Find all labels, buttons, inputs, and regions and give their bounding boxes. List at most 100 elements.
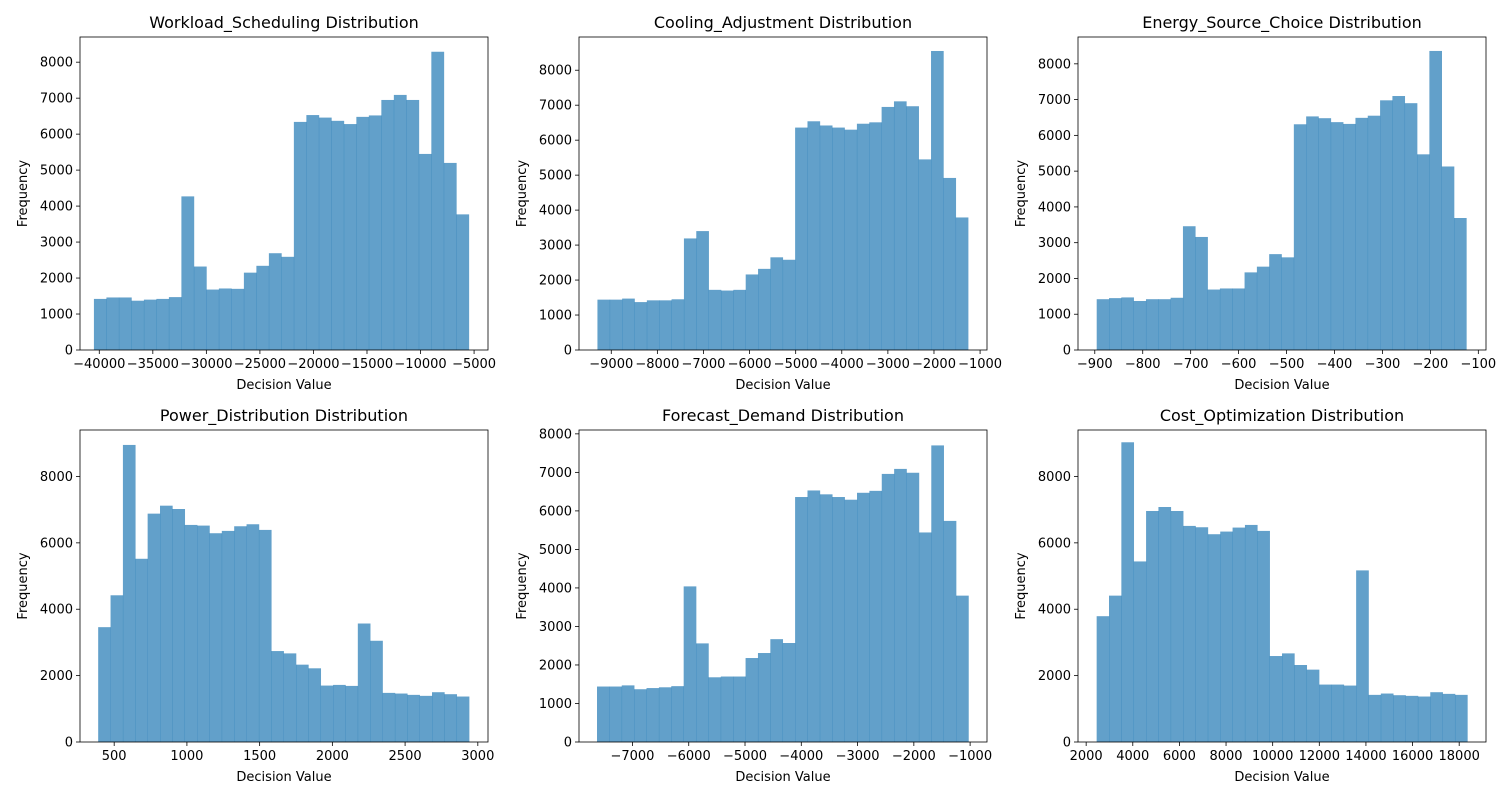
x-tick-label: 18000 <box>1439 749 1480 764</box>
histogram-bar <box>281 256 295 350</box>
histogram-bar <box>1133 300 1147 350</box>
y-tick-label: 4000 <box>539 581 572 596</box>
subplot-1: −40000 −35000 −30000 −25000 −20000 −15000 −100… <box>16 13 496 393</box>
y-tick-label: 5000 <box>40 164 73 179</box>
x-tick-label: −700 <box>1173 357 1209 372</box>
histogram-bar <box>1145 299 1159 350</box>
histogram-bar <box>268 253 282 350</box>
histogram-bar <box>118 297 132 350</box>
histogram-bars <box>93 51 470 351</box>
histogram-bar <box>1109 595 1122 742</box>
histogram-bar <box>206 289 220 350</box>
histogram-bar <box>181 196 195 350</box>
x-tick-label: 4000 <box>1116 749 1149 764</box>
y-tick-label: 6000 <box>40 536 73 551</box>
x-axis-label: Decision Value <box>236 378 331 393</box>
histogram-bar <box>1256 266 1270 350</box>
histogram-bar <box>918 159 932 350</box>
x-tick-label: −6000 <box>667 749 711 764</box>
histogram-bar <box>1207 289 1221 350</box>
histogram-bar <box>184 524 198 742</box>
histogram-bar <box>1281 257 1295 350</box>
y-tick-label: 7000 <box>539 466 572 481</box>
histogram-bar <box>832 497 845 742</box>
histogram-bar <box>443 162 457 350</box>
x-tick-label: −100 <box>1460 357 1496 372</box>
histogram-bar <box>1355 117 1369 350</box>
histogram-bar <box>382 692 396 742</box>
y-tick-label: 2000 <box>40 272 73 287</box>
x-axis-label: Decision Value <box>735 770 830 785</box>
histogram-bar <box>234 526 247 742</box>
chart-title: Forecast_Demand Distribution <box>662 406 904 426</box>
y-tick-label: 5000 <box>539 543 572 558</box>
histogram-bar <box>758 268 771 350</box>
chart-title: Cooling_Adjustment Distribution <box>654 13 912 33</box>
y-tick-label: 6000 <box>1038 129 1071 144</box>
histogram-bar <box>419 695 433 742</box>
histogram-bar <box>943 520 957 742</box>
x-tick-label: −8000 <box>635 357 679 372</box>
y-tick-label: 4000 <box>1038 603 1071 618</box>
x-tick-label: 500 <box>102 749 127 764</box>
y-axis-label: Frequency <box>16 552 31 619</box>
histogram-bar <box>807 490 821 742</box>
x-axis-label: Decision Value <box>1234 378 1329 393</box>
histogram-bar <box>733 289 747 350</box>
y-tick-label: 0 <box>564 736 572 751</box>
histogram-bar <box>1306 669 1320 742</box>
histogram-bar <box>1220 531 1233 742</box>
histogram-bar <box>659 300 672 350</box>
y-tick-label: 4000 <box>1038 200 1071 215</box>
y-tick-label: 8000 <box>539 427 572 442</box>
y-tick-label: 8000 <box>40 470 73 485</box>
histogram-bar <box>131 300 145 350</box>
histogram-bar <box>122 444 136 742</box>
histogram-bar <box>407 694 420 742</box>
histogram-bar <box>1195 527 1209 742</box>
y-tick-label: 6000 <box>539 134 572 149</box>
y-tick-label: 5000 <box>539 169 572 184</box>
histogram-bar <box>795 497 808 742</box>
x-tick-label: −5000 <box>774 357 818 372</box>
y-tick-label: 0 <box>564 344 572 359</box>
histogram-bar <box>1294 665 1308 742</box>
y-tick-label: 0 <box>1063 736 1071 751</box>
y-axis-label: Frequency <box>515 160 530 227</box>
subplot-2: −9000 −8000 −7000 −6000 −5000 −4000 −3000 −2000… <box>515 13 1002 393</box>
histogram-bar <box>308 668 322 742</box>
histogram-bar <box>1170 510 1184 742</box>
histogram-bar <box>1330 122 1344 350</box>
histogram-bars <box>597 445 969 742</box>
chart-title: Cost_Optimization Distribution <box>1160 406 1404 426</box>
histogram-bar <box>671 299 685 350</box>
histogram-bar <box>1158 507 1172 742</box>
histogram-bar <box>745 658 759 742</box>
histogram-bar <box>955 217 969 350</box>
histogram-bar <box>444 694 458 742</box>
histogram-bar <box>1282 653 1295 742</box>
histogram-bar <box>306 115 320 350</box>
histogram-bar <box>110 595 124 742</box>
histogram-bar <box>1318 118 1332 350</box>
x-tick-label: −15000 <box>341 357 393 372</box>
y-tick-label: 6000 <box>40 128 73 143</box>
histogram-bars <box>597 50 969 351</box>
histogram-bar <box>1146 510 1159 742</box>
histogram-bar <box>356 116 370 351</box>
histogram-bar <box>1269 656 1283 742</box>
x-tick-label: 16000 <box>1392 749 1433 764</box>
histogram-bar <box>597 299 611 350</box>
histogram-bar <box>318 117 332 350</box>
y-tick-label: 3000 <box>539 620 572 635</box>
histogram-bar <box>1417 154 1430 350</box>
histogram-bar <box>1133 561 1147 742</box>
histogram-bar <box>857 492 870 742</box>
x-axis-label: Decision Value <box>735 378 830 393</box>
histogram-bar <box>1182 226 1196 350</box>
x-tick-label: −35000 <box>127 357 179 372</box>
histogram-bar <box>1441 166 1455 350</box>
histogram-bar <box>622 298 635 350</box>
histogram-bar <box>98 627 111 742</box>
